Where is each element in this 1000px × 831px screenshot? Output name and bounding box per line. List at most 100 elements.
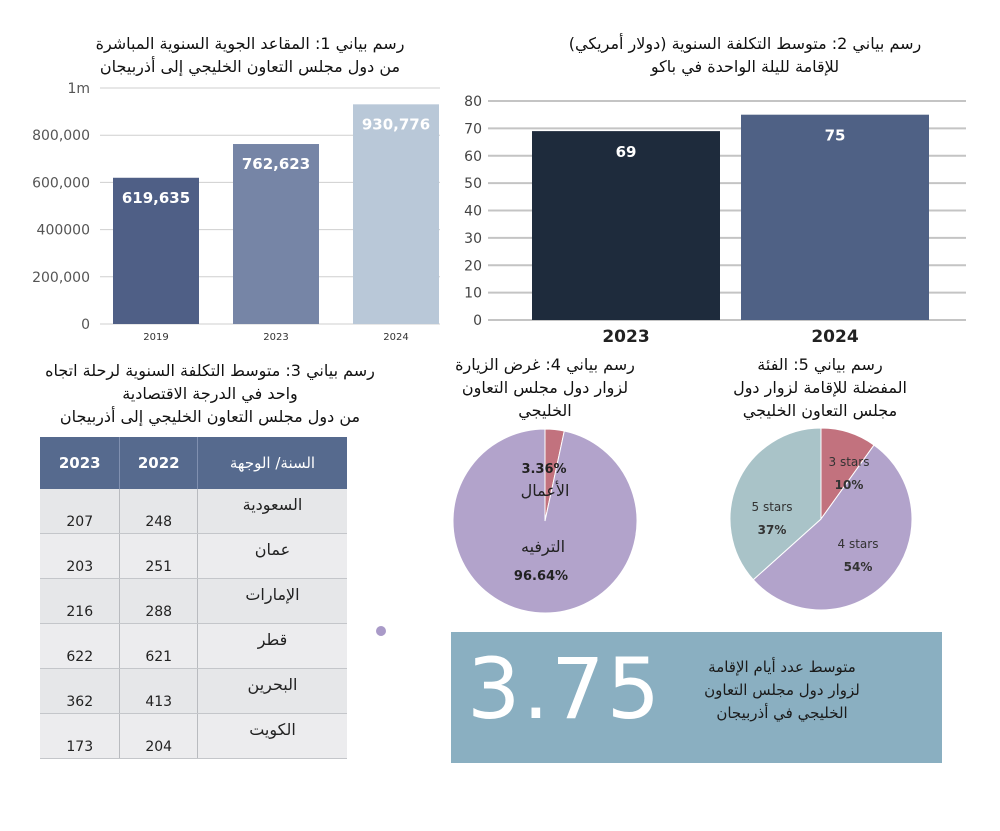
y-tick-label: 800,000: [32, 128, 90, 144]
table-row: 203 251 عمان: [40, 534, 347, 579]
column-header-2023: 2023: [40, 437, 121, 489]
bar: [532, 131, 720, 320]
chart4-title-line3: الخليجي: [518, 401, 572, 420]
cell-value: 251: [145, 559, 173, 575]
bar-value-label: 762,623: [242, 155, 310, 173]
table-row: 622 621 قطر: [40, 624, 347, 669]
cell-label: عمان: [254, 540, 291, 559]
pie-slice: [729, 427, 822, 581]
cell-2022: 248: [120, 489, 198, 533]
y-tick-label: 70: [464, 121, 482, 137]
cell-value: 216: [66, 604, 94, 620]
chart2-title-line1: رسم بياني 2: متوسط التكلفة السنوية (دولا…: [568, 34, 922, 53]
x-tick-label: 2023: [263, 332, 288, 343]
cell-value: 362: [66, 694, 94, 710]
cell-destination: البحرين: [198, 669, 347, 713]
cell-label: قطر: [257, 630, 288, 649]
cell-2022: 288: [120, 579, 198, 623]
kpi-label: متوسط عدد أيام الإقامة لزوار دول مجلس ال…: [662, 656, 902, 725]
y-tick-label: 60: [464, 149, 482, 165]
x-tick-label: 2024: [383, 332, 408, 343]
table-row: 207 248 السعودية: [40, 489, 347, 534]
x-tick-label: 2024: [811, 327, 858, 347]
slice-name-label: 3 stars: [829, 455, 870, 469]
chart3-title-line1: رسم بياني 3: متوسط التكلفة السنوية لرحلة…: [45, 361, 375, 380]
cell-2022: 204: [120, 714, 198, 758]
cell-value: 203: [66, 559, 94, 575]
pie-slice: [452, 428, 638, 614]
cell-destination: قطر: [198, 624, 347, 668]
chart5-title: رسم بياني 5: الفئة المفضلة للإقامة لزوار…: [700, 353, 940, 422]
chart5-title-line2: المفضلة للإقامة لزوار دول: [733, 378, 907, 397]
y-tick-label: 10: [464, 286, 482, 302]
cell-2023: 216: [40, 579, 121, 623]
cell-value: 248: [145, 514, 173, 530]
chart3-title-line3: من دول مجلس التعاون الخليجي إلى أذربيجان: [59, 407, 361, 426]
cell-2023: 203: [40, 534, 121, 578]
bar-value-label: 930,776: [362, 115, 430, 133]
y-tick-label: 1m: [67, 81, 90, 97]
kpi-label-line1: متوسط عدد أيام الإقامة: [708, 658, 856, 676]
cell-label: الإمارات: [245, 585, 300, 604]
table-row: 216 288 الإمارات: [40, 579, 347, 624]
kpi-label-line3: الخليجي في أذربيجان: [716, 704, 848, 722]
cell-value: 204: [145, 739, 173, 755]
decorative-dot: [376, 626, 386, 636]
slice-name-label: 5 stars: [752, 500, 793, 514]
slice-name-label: 4 stars: [838, 537, 879, 551]
cell-2022: 621: [120, 624, 198, 668]
chart1-title-line1: رسم بياني 1: المقاعد الجوية السنوية المب…: [95, 34, 405, 53]
chart1-title-line2: من دول مجلس التعاون الخليجي إلى أذربيجان: [99, 57, 401, 76]
chart1-title: رسم بياني 1: المقاعد الجوية السنوية المب…: [60, 32, 440, 78]
cell-value: 622: [66, 649, 94, 665]
bar-value-label: 75: [825, 127, 846, 145]
slice-percent-label: 54%: [844, 560, 873, 574]
bar: [353, 104, 439, 325]
chart3-title: رسم بياني 3: متوسط التكلفة السنوية لرحلة…: [20, 359, 400, 428]
average-stay-kpi-box: 3.75 متوسط عدد أيام الإقامة لزوار دول مج…: [451, 632, 942, 763]
x-tick-label: 2023: [602, 327, 649, 347]
bar-value-label: 69: [616, 143, 637, 161]
slice-percent-label: 10%: [835, 478, 864, 492]
slice-name-label: الترفيه: [521, 537, 565, 557]
slice-percent-label: 96.64%: [514, 569, 568, 584]
bar: [113, 177, 199, 324]
cell-2023: 207: [40, 489, 121, 533]
table-header: 2023 2022 السنة/ الوجهة: [40, 437, 347, 489]
kpi-value: 3.75: [467, 640, 663, 738]
y-tick-label: 20: [464, 258, 482, 274]
table-row: 173 204 الكويت: [40, 714, 347, 759]
y-tick-label: 40: [464, 204, 482, 220]
chart4-title-line2: لزوار دول مجلس التعاون: [461, 378, 629, 397]
cell-destination: السعودية: [198, 489, 347, 533]
chart2-title-line2: للإقامة لليلة الواحدة في باكو: [650, 57, 840, 76]
cell-2023: 622: [40, 624, 121, 668]
y-tick-label: 200,000: [32, 270, 90, 286]
cell-label: الكويت: [249, 720, 296, 739]
cell-value: 621: [145, 649, 173, 665]
cell-destination: عمان: [198, 534, 347, 578]
pie-slice: [752, 444, 913, 611]
y-tick-label: 80: [464, 94, 482, 110]
y-tick-label: 0: [473, 313, 482, 329]
bar: [233, 144, 319, 324]
chart4-title: رسم بياني 4: غرض الزيارة لزوار دول مجلس …: [440, 353, 650, 422]
column-header-2022: 2022: [120, 437, 198, 489]
table-row: 362 413 البحرين: [40, 669, 347, 714]
cell-2022: 251: [120, 534, 198, 578]
column-header-destination: السنة/ الوجهة: [229, 454, 316, 472]
y-tick-label: 30: [464, 231, 482, 247]
slice-percent-label: 37%: [758, 523, 787, 537]
cell-label: السعودية: [242, 495, 303, 514]
chart3-title-line2: واحد في الدرجة الاقتصادية: [122, 384, 298, 403]
cell-value: 207: [66, 514, 94, 530]
cell-destination: الإمارات: [198, 579, 347, 623]
y-tick-label: 0: [81, 317, 90, 333]
cell-destination: الكويت: [198, 714, 347, 758]
table-body: 207 248 السعودية 203 251 عمان 216 288 ال…: [40, 489, 347, 759]
cell-value: 288: [145, 604, 173, 620]
slice-name-label: الأعمال: [521, 480, 570, 500]
